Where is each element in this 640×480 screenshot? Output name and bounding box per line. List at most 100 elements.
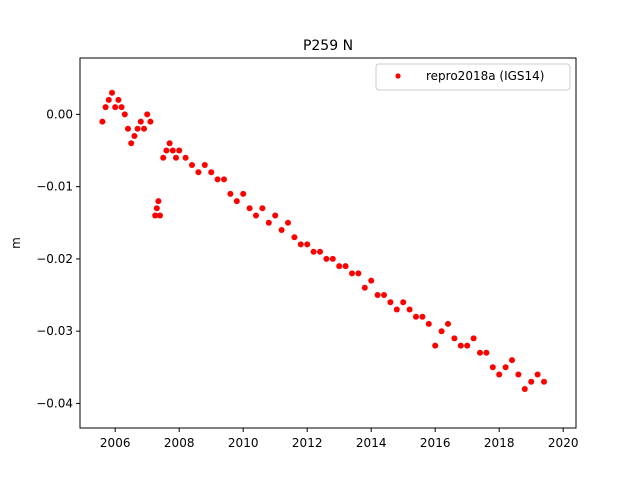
data-point	[541, 378, 547, 385]
data-point	[451, 335, 458, 342]
data-point	[368, 277, 375, 284]
data-point	[483, 349, 490, 356]
data-point	[291, 234, 298, 241]
data-point	[109, 89, 115, 96]
data-point	[152, 212, 159, 219]
data-point	[470, 335, 477, 342]
legend: repro2018a (IGS14)	[375, 63, 571, 91]
data-point	[355, 270, 362, 277]
data-point	[406, 306, 413, 313]
data-point	[464, 342, 471, 349]
y-tick-label: −0.01	[36, 180, 73, 194]
data-point	[147, 118, 154, 125]
data-point	[208, 169, 215, 176]
data-point	[201, 162, 208, 168]
x-tick-label: 2008	[164, 436, 195, 450]
data-point	[323, 255, 330, 262]
data-point	[489, 364, 496, 371]
data-point	[131, 133, 138, 139]
data-point	[160, 154, 167, 161]
data-point	[445, 320, 451, 327]
data-point	[221, 176, 227, 183]
data-point	[137, 118, 144, 125]
data-point	[105, 96, 112, 103]
legend-box	[375, 63, 571, 91]
data-point	[144, 111, 151, 118]
data-point	[304, 241, 311, 248]
data-point	[169, 147, 176, 154]
data-point	[253, 212, 259, 219]
chart-title: P259 N	[303, 38, 353, 54]
data-point	[128, 140, 135, 147]
data-point	[118, 104, 125, 111]
data-point	[240, 190, 247, 197]
data-point	[176, 147, 183, 154]
data-point	[153, 205, 160, 212]
data-points	[99, 89, 547, 392]
data-point	[361, 284, 368, 291]
data-point	[400, 299, 407, 306]
data-point	[163, 147, 170, 154]
data-point	[233, 198, 240, 205]
x-tick-label: 2010	[228, 436, 259, 450]
data-point	[125, 125, 131, 132]
data-point	[502, 364, 509, 371]
data-point	[141, 125, 147, 132]
data-point	[534, 371, 541, 378]
data-point	[393, 306, 400, 313]
y-tick-label: −0.04	[36, 396, 73, 410]
data-point	[265, 219, 272, 226]
y-tick-label: −0.03	[36, 324, 73, 338]
data-point	[419, 313, 426, 320]
data-point	[259, 205, 266, 212]
data-point	[342, 263, 349, 270]
data-point	[112, 104, 119, 111]
x-tick-label: 2014	[356, 436, 387, 450]
data-point	[134, 125, 141, 132]
data-point	[387, 299, 394, 306]
data-point	[329, 255, 336, 262]
y-axis: 0.00 −0.01 −0.02 −0.03 −0.04	[36, 107, 80, 410]
x-tick-label: 2016	[420, 436, 451, 450]
data-point	[227, 190, 234, 197]
data-point	[310, 248, 317, 255]
data-point	[297, 241, 304, 248]
data-point	[99, 118, 106, 125]
data-point	[477, 349, 483, 356]
y-axis-label: m	[9, 237, 23, 249]
data-point	[285, 219, 291, 226]
x-axis: 2006 2008 2010 2012 2014 2016 2018 2020	[100, 428, 578, 450]
data-point	[515, 371, 522, 378]
data-point	[195, 169, 202, 176]
legend-label: repro2018a (IGS14)	[426, 69, 544, 83]
data-point	[349, 270, 355, 277]
data-point	[214, 176, 221, 183]
data-point	[374, 292, 381, 298]
data-point	[509, 357, 515, 364]
data-point	[438, 328, 445, 335]
data-point	[157, 212, 163, 219]
legend-marker	[395, 73, 401, 79]
data-point	[496, 371, 503, 378]
data-point	[182, 154, 189, 161]
data-point	[278, 227, 285, 233]
data-point	[317, 248, 323, 255]
y-tick-label: 0.00	[46, 107, 73, 121]
data-point	[432, 342, 439, 349]
data-point	[115, 96, 122, 103]
data-point	[246, 205, 253, 212]
data-point	[173, 154, 179, 161]
data-point	[272, 212, 279, 219]
x-tick-label: 2012	[292, 436, 323, 450]
data-point	[189, 162, 195, 168]
data-point	[155, 198, 162, 205]
data-point	[528, 378, 535, 385]
data-point	[521, 386, 528, 392]
data-point	[336, 263, 343, 270]
x-tick-label: 2018	[484, 436, 515, 450]
data-point	[425, 320, 432, 327]
data-point	[102, 104, 109, 111]
data-point	[413, 313, 419, 320]
plot-frame	[79, 57, 577, 429]
